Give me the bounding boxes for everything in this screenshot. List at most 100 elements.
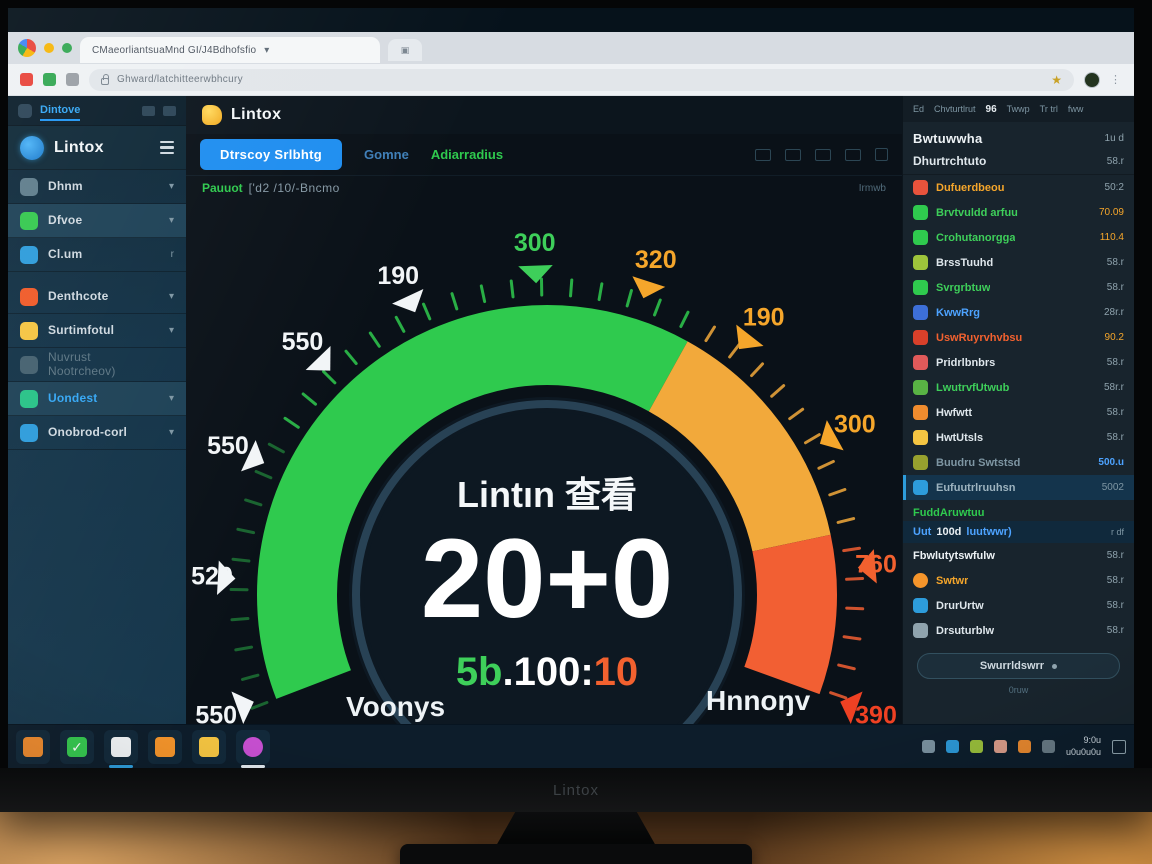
- right-nav-item[interactable]: Ed: [913, 104, 925, 114]
- arrow-up-icon[interactable]: [921, 740, 935, 753]
- list-item-icon: [913, 598, 928, 613]
- folder-white-icon[interactable]: [104, 729, 138, 768]
- print-icon[interactable]: [815, 148, 831, 161]
- extension-grey-icon[interactable]: [66, 73, 79, 86]
- chevron-down-icon[interactable]: ▾: [168, 325, 174, 336]
- sidebar-item-dhnm[interactable]: Dhnm ▾: [8, 170, 186, 204]
- feed-row[interactable]: Uut 100d luutwwr) r df: [903, 521, 1134, 543]
- list-item[interactable]: LwutrvfUtwub 58r.r: [903, 375, 1134, 400]
- gauge-caption-right: Hnnoŋv: [706, 685, 811, 716]
- secondary-list: Fbwlutytswfulw 58.r Swtwr 58.r DrurUrtw 58.r D…: [903, 543, 1134, 643]
- sidebar-item-onobrod-corl[interactable]: Onobrod-corl ▾: [8, 416, 186, 450]
- list-item[interactable]: Drsuturblw 58.r: [903, 618, 1134, 643]
- sidebar-top-tab[interactable]: Dintove: [40, 104, 81, 121]
- chevron-down-icon[interactable]: r: [170, 249, 174, 260]
- list-item[interactable]: UswRuyrvhvbsu 90.2: [903, 325, 1134, 350]
- sidebar-item-dfvoe[interactable]: Dfvoe ▾: [8, 204, 186, 238]
- feed-value: r df: [1110, 527, 1124, 537]
- sidebar-item-label: Nuvrust Nootrcheov): [48, 349, 116, 378]
- browser-tab[interactable]: CMaeorliantsuaMnd GI/J4Bdhofsfio ▾: [80, 37, 380, 63]
- list-item[interactable]: Crohutanorgga 110.4: [903, 225, 1134, 250]
- browser-logo-icon[interactable]: [18, 39, 36, 57]
- address-bar[interactable]: Ghward/latchitteerwbhcury ★: [89, 68, 1074, 91]
- profile-avatar[interactable]: [1084, 71, 1100, 88]
- list-item-icon: [913, 255, 928, 270]
- list-item[interactable]: BrssTuuhd 58.r: [903, 250, 1134, 275]
- list-item[interactable]: Swtwr 58.r: [903, 568, 1134, 593]
- taskbar-clock[interactable]: 9:0u u0u0u0u: [1066, 735, 1101, 758]
- list-item[interactable]: DrurUrtw 58.r: [903, 593, 1134, 618]
- app-orange-blue-icon[interactable]: [16, 729, 50, 764]
- hamburger-menu-icon[interactable]: [160, 140, 174, 155]
- list-item-value: 58.r: [1106, 575, 1124, 586]
- right-nav-item[interactable]: Chvturtlrut: [934, 104, 976, 114]
- list-item[interactable]: Brvtvuldd arfuu 70.09: [903, 200, 1134, 225]
- sidebar-item-denthcote[interactable]: Denthcote ▾: [8, 280, 186, 314]
- chevron-down-icon[interactable]: ▾: [168, 427, 174, 438]
- list-item[interactable]: Buudru Swtstsd 500.u: [903, 450, 1134, 475]
- sidebar-item-cl-um[interactable]: Cl.um r: [8, 238, 186, 272]
- right-nav-item[interactable]: Tr trl: [1039, 104, 1058, 114]
- tab-dtrscoy-srlbhtg[interactable]: Dtrscoy Srlbhtg: [200, 139, 343, 170]
- image-icon[interactable]: [755, 148, 771, 161]
- extension-green-icon[interactable]: [43, 73, 56, 86]
- list-icon[interactable]: [785, 148, 801, 161]
- list-item[interactable]: HwtUtsls 58.r: [903, 425, 1134, 450]
- panel-action-button[interactable]: Swurrldswrr: [917, 653, 1120, 679]
- subtitle-row: Pauuot ['d2 /10/-Bncmo Irmwb: [186, 176, 902, 195]
- right-panel-subtitle: Dhurtrchtuto: [913, 154, 987, 168]
- note-yellow-icon[interactable]: [192, 729, 226, 764]
- screen: CMaeorliantsuaMnd GI/J4Bdhofsfio ▾ ▣ Ghw…: [8, 8, 1134, 768]
- sidebar-item-nuvrust[interactable]: Nuvrust Nootrcheov): [8, 348, 186, 382]
- list-item[interactable]: Hwfwtt 58.r: [903, 400, 1134, 425]
- list-item-icon: [913, 280, 928, 295]
- check-green-icon[interactable]: ✓: [60, 729, 94, 764]
- sidebar-item-icon: [20, 211, 38, 230]
- list-item[interactable]: Svrgrbtuw 58.r: [903, 275, 1134, 300]
- extension-red-icon[interactable]: [20, 73, 33, 86]
- right-nav-item[interactable]: 96: [985, 103, 997, 115]
- keyboard-icon[interactable]: [142, 105, 155, 116]
- list-item[interactable]: Fbwlutytswfulw 58.r: [903, 543, 1134, 568]
- list-item-icon: [913, 230, 928, 245]
- share-icon[interactable]: [845, 148, 861, 161]
- grid-icon[interactable]: [875, 148, 888, 161]
- list-item[interactable]: Eufuutrlruuhsn 5002: [903, 475, 1134, 500]
- list-item[interactable]: Pridrlbnbrs 58.r: [903, 350, 1134, 375]
- notification-icon[interactable]: [1112, 739, 1126, 754]
- page-title: Lintox: [231, 106, 282, 123]
- chevron-down-icon[interactable]: ▾: [168, 181, 174, 192]
- drive-icon[interactable]: [969, 740, 983, 753]
- chevron-down-icon[interactable]: ▾: [168, 215, 174, 226]
- list-item-value: 50:2: [1104, 182, 1124, 193]
- tab-chevron-icon[interactable]: ▾: [264, 44, 270, 56]
- gradient-orange-icon[interactable]: [148, 729, 182, 764]
- list-item-value: 58.r: [1106, 625, 1124, 636]
- list-item-label: Hwfwtt: [936, 406, 973, 419]
- tab-gomne[interactable]: Gomne: [364, 147, 409, 162]
- sidebar-item-icon: [20, 389, 38, 408]
- right-nav-item[interactable]: fww: [1067, 104, 1084, 114]
- new-tab-button[interactable]: ▣: [388, 39, 422, 61]
- note-yellow-icon: [199, 736, 219, 757]
- left-sidebar: Dintove Lintox Dhnm ▾ Dfvoe ▾ Cl.um r Denthcot…: [8, 96, 186, 724]
- chat-blue-icon[interactable]: [945, 740, 959, 753]
- list-item[interactable]: KwwRrg 28r.r: [903, 300, 1134, 325]
- right-nav-item[interactable]: Twwp: [1006, 104, 1030, 114]
- gauge-chart: 550 520 550 550 190 300 320 190 300 760 390 Lintın …: [186, 195, 902, 724]
- folder-tray-icon[interactable]: [1017, 740, 1031, 753]
- forward-icon[interactable]: [163, 105, 176, 116]
- dot-pink-icon[interactable]: [993, 740, 1007, 753]
- bookmark-star-icon[interactable]: ★: [1051, 72, 1062, 87]
- chevron-down-icon[interactable]: ▾: [168, 291, 174, 302]
- url-text: Ghward/latchitteerwbhcury: [117, 74, 243, 85]
- cloud-icon[interactable]: [1041, 740, 1055, 753]
- circle-purple-icon[interactable]: [236, 729, 270, 768]
- browser-menu-icon[interactable]: ⋮: [1110, 74, 1122, 86]
- list-item[interactable]: Dufuerdbeou 50:2: [903, 175, 1134, 200]
- watchlist: Dufuerdbeou 50:2 Brvtvuldd arfuu 70.09 Crohu…: [903, 175, 1134, 500]
- sidebar-item-uondest[interactable]: Uondest ▾: [8, 382, 186, 416]
- chevron-down-icon[interactable]: ▾: [168, 393, 174, 404]
- sidebar-item-surtimfotul[interactable]: Surtimfotul ▾: [8, 314, 186, 348]
- tab-adiarradius[interactable]: Adiarradius: [430, 147, 504, 162]
